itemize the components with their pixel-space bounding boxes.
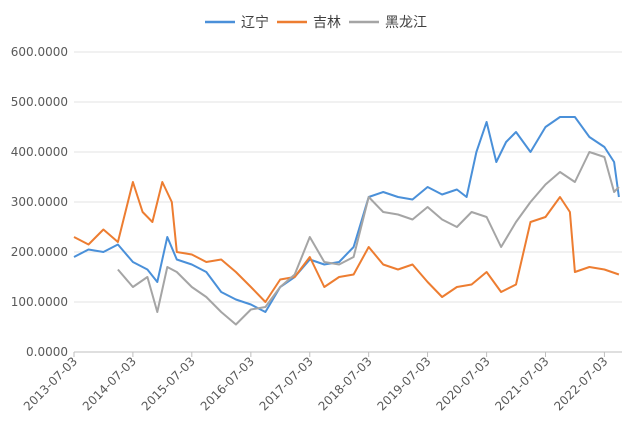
legend-label: 吉林	[313, 15, 341, 31]
x-tick-label: 2022-07-03	[551, 354, 610, 413]
y-tick-label: 0.0000	[26, 345, 68, 359]
series-line-吉林	[73, 181, 620, 303]
legend-label: 辽宁	[241, 14, 269, 31]
x-tick-label: 2017-07-03	[257, 354, 316, 413]
series-line-黑龙江	[117, 151, 620, 326]
series-lines	[73, 116, 620, 326]
x-tick-label: 2019-07-03	[374, 354, 433, 413]
x-tick-label: 2015-07-03	[139, 354, 198, 413]
y-tick-label: 200.0000	[11, 245, 68, 259]
x-tick-label: 2021-07-03	[492, 354, 551, 413]
legend-label: 黑龙江	[385, 15, 427, 31]
y-tick-label: 600.0000	[11, 45, 68, 59]
y-tick-label: 300.0000	[11, 195, 68, 209]
legend: 辽宁 吉林 黑龙江	[205, 14, 427, 31]
x-axis: 2013-07-03 2014-07-03 2015-07-03 2016-07-03…	[21, 352, 611, 413]
x-tick-label: 2020-07-03	[434, 354, 493, 413]
y-tick-label: 100.0000	[11, 295, 68, 309]
x-tick-label: 2013-07-03	[21, 354, 80, 413]
y-tick-label: 400.0000	[11, 145, 68, 159]
x-tick-label: 2014-07-03	[80, 354, 139, 413]
y-tick-label: 500.0000	[11, 95, 68, 109]
y-axis-ticks: 0.0000 100.0000 200.0000 300.0000 400.0000 50…	[11, 45, 68, 359]
x-tick-label: 2018-07-03	[316, 354, 375, 413]
series-line-辽宁	[73, 116, 620, 313]
x-tick-label: 2016-07-03	[198, 354, 257, 413]
